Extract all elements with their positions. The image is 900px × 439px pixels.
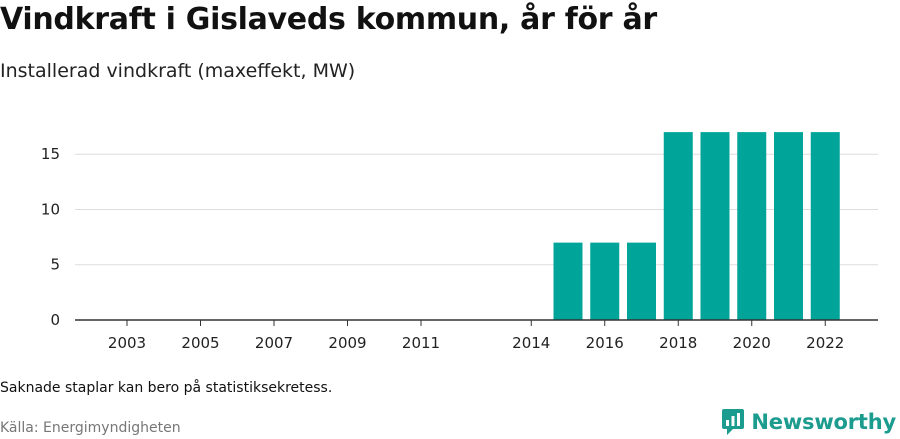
brand-logo: Newsworthy — [721, 408, 896, 436]
bar — [590, 242, 620, 320]
x-tick-label: 2016 — [586, 334, 624, 352]
chart-subtitle: Installerad vindkraft (maxeffekt, MW) — [0, 60, 356, 82]
bar — [737, 132, 767, 320]
bar — [774, 132, 803, 320]
x-tick-label: 2014 — [512, 334, 550, 352]
x-tick-label: 2018 — [659, 334, 697, 352]
bar — [810, 132, 840, 320]
source-credit: Källa: Energimyndigheten — [0, 420, 181, 436]
x-tick-label: 2020 — [733, 334, 771, 352]
x-tick-label: 2011 — [402, 334, 440, 352]
bar — [553, 242, 583, 320]
y-tick-label: 10 — [41, 200, 60, 218]
y-tick-label: 15 — [41, 145, 60, 163]
x-tick-label: 2009 — [328, 334, 366, 352]
x-tick-label: 2022 — [806, 334, 844, 352]
bar — [627, 242, 656, 320]
x-tick-label: 2003 — [108, 334, 146, 352]
y-tick-label: 0 — [50, 311, 60, 329]
footnote: Saknade staplar kan bero på statistiksek… — [0, 380, 333, 396]
chart-title: Vindkraft i Gislaveds kommun, år för år — [0, 2, 657, 37]
brand-name: Newsworthy — [751, 410, 896, 434]
bar — [700, 132, 730, 320]
newsworthy-logo-icon — [722, 409, 745, 435]
x-tick-label: 2007 — [255, 334, 293, 352]
bar-chart: 0 5 10 15 2003 2005 2007 2009 2011 2014 2016 2018 20… — [41, 132, 878, 352]
bar — [663, 132, 693, 320]
y-tick-label: 5 — [50, 256, 60, 274]
x-tick-label: 2005 — [181, 334, 219, 352]
